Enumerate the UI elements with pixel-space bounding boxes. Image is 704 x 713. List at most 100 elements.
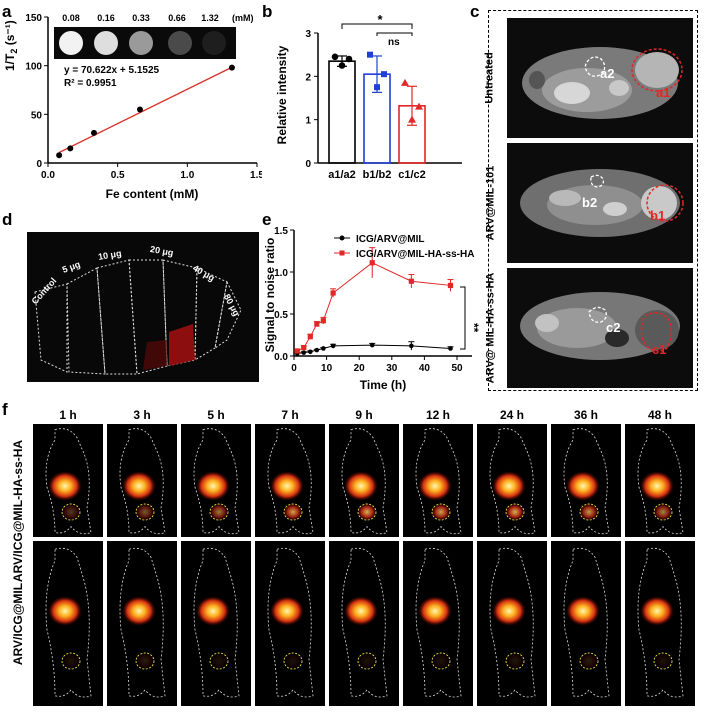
x-tick-label: 0.5 bbox=[111, 170, 125, 181]
fluorescence-mouse-image bbox=[181, 541, 251, 706]
y-tick-label: 1.0 bbox=[274, 268, 288, 279]
fluorescence-mouse-image bbox=[255, 424, 325, 537]
fluorescence-mouse-image bbox=[551, 541, 621, 706]
fluorescence-mouse-image bbox=[625, 424, 695, 537]
replicate-point bbox=[345, 55, 353, 63]
data-point bbox=[308, 349, 313, 355]
x-tick-label: 0.0 bbox=[41, 170, 55, 181]
mri-image-arv-mil101 bbox=[507, 143, 693, 263]
data-point bbox=[294, 348, 300, 354]
sig-bracket-inner bbox=[376, 32, 413, 36]
y-tick-label: 2 bbox=[305, 72, 311, 83]
data-point bbox=[409, 343, 414, 349]
legend-marker-mil bbox=[339, 235, 345, 241]
replicate-point bbox=[374, 84, 380, 91]
data-point bbox=[301, 345, 307, 351]
x-tick-label: 20 bbox=[354, 363, 366, 374]
fluorescence-mouse-image bbox=[477, 424, 547, 537]
y-axis-title: 1/T2 (s⁻¹) bbox=[3, 20, 19, 71]
roi-label-a2: a2 bbox=[600, 66, 615, 81]
fluorescence-dilution-image bbox=[27, 232, 259, 382]
roi-label-c1: c1 bbox=[652, 342, 667, 357]
replicate-point bbox=[408, 115, 416, 123]
data-point bbox=[321, 346, 326, 351]
phantom-2 bbox=[94, 31, 118, 55]
fluorescence-mouse-image bbox=[181, 424, 251, 537]
conc-label: 0.08 bbox=[62, 13, 80, 23]
roi-label-c2: c2 bbox=[606, 320, 621, 335]
conc-label: 0.33 bbox=[132, 13, 150, 23]
phantom-5 bbox=[202, 31, 226, 55]
x-axis-title: Fe content (mM) bbox=[106, 187, 199, 201]
panel-label-b: b bbox=[262, 2, 273, 21]
fit-r2: R² = 0.9951 bbox=[64, 78, 117, 89]
panel-label-a: a bbox=[2, 2, 12, 21]
panel-label-e: e bbox=[262, 210, 272, 229]
fluorescence-mouse-image bbox=[403, 424, 473, 537]
fluorescence-mouse-image bbox=[107, 424, 177, 537]
time-label: 9 h bbox=[355, 408, 373, 422]
roi-label-b1: b1 bbox=[650, 208, 666, 223]
category-label: c1/c2 bbox=[398, 169, 426, 181]
time-label: 5 h bbox=[207, 408, 225, 422]
y-tick-label: 1 bbox=[305, 116, 311, 127]
panel-b-chart: 0 1 2 3 a1/a2 b1/b2 c1/c2 * ns Relative inten… bbox=[275, 12, 462, 181]
y-tick-label: 0.5 bbox=[274, 310, 288, 321]
fluorescence-mouse-image bbox=[551, 424, 621, 537]
replicate-point bbox=[331, 53, 339, 61]
category-label: a1/a2 bbox=[328, 169, 356, 181]
time-label: 36 h bbox=[573, 408, 598, 422]
bar bbox=[328, 60, 356, 164]
data-point bbox=[136, 106, 143, 113]
sig-ns: ns bbox=[388, 37, 400, 48]
time-label: 24 h bbox=[499, 408, 524, 422]
y-tick-label: 0 bbox=[36, 159, 42, 170]
time-label: 7 h bbox=[281, 408, 299, 422]
fit-equation: y = 70.622x + 5.1525 bbox=[64, 65, 160, 76]
phantom-1 bbox=[59, 31, 83, 55]
data-point bbox=[307, 334, 313, 340]
data-point bbox=[447, 282, 454, 289]
series-line bbox=[297, 262, 451, 352]
fluorescence-mouse-image bbox=[255, 541, 325, 706]
x-axis-title: Time (h) bbox=[360, 378, 406, 392]
time-label: 1 h bbox=[59, 408, 77, 422]
sig-bracket bbox=[460, 286, 466, 350]
panel-a-chart: 0.08 0.16 0.33 0.66 1.32 (mM) y = 70.622… bbox=[3, 13, 262, 201]
roi-label-b2: b2 bbox=[582, 195, 598, 210]
mri-image-arv-mil-ha-ss-ha bbox=[507, 268, 693, 388]
data-point bbox=[320, 318, 326, 324]
legend-label-ha: ICG/ARV@MIL-HA-ss-HA bbox=[356, 249, 474, 260]
time-label: 48 h bbox=[647, 408, 672, 422]
fluorescence-mouse-image bbox=[625, 541, 695, 706]
data-point bbox=[448, 346, 453, 351]
data-point bbox=[369, 342, 375, 348]
panel-c-frame bbox=[488, 10, 698, 391]
conc-label: 1.32 bbox=[201, 13, 219, 23]
fluorescence-mouse-image bbox=[107, 541, 177, 706]
conc-label: 0.16 bbox=[97, 13, 115, 23]
fluorescence-mouse-image bbox=[329, 541, 399, 706]
replicate-point bbox=[381, 71, 387, 78]
y-tick-label: 3 bbox=[305, 29, 311, 40]
data-point bbox=[67, 145, 74, 152]
conc-label: 0.66 bbox=[168, 13, 186, 23]
fluorescence-mouse-image bbox=[477, 541, 547, 706]
y-tick-label: 1.5 bbox=[274, 226, 288, 237]
fluorescence-mouse-image bbox=[403, 541, 473, 706]
phantom-4 bbox=[168, 31, 192, 55]
category-label: b1/b2 bbox=[363, 169, 392, 181]
x-tick-label: 10 bbox=[321, 363, 333, 374]
panel-label-d: d bbox=[2, 210, 13, 229]
legend-label-mil: ICG/ARV@MIL bbox=[356, 234, 424, 245]
x-tick-label: 0 bbox=[291, 363, 297, 374]
sig-star: * bbox=[377, 12, 383, 27]
data-point bbox=[314, 321, 320, 327]
y-axis-title: Signal to noise ratio bbox=[263, 238, 277, 353]
data-point bbox=[90, 129, 97, 136]
panel-e-chart: 0 10 20 30 40 50 0.0 0.5 1.0 1.5 ICG/ARV@MIL ICG/… bbox=[263, 226, 481, 392]
x-tick-label: 50 bbox=[451, 363, 463, 374]
replicate-point bbox=[338, 62, 346, 69]
row-label-untreated: Untreated bbox=[484, 52, 496, 104]
data-point bbox=[330, 290, 336, 296]
